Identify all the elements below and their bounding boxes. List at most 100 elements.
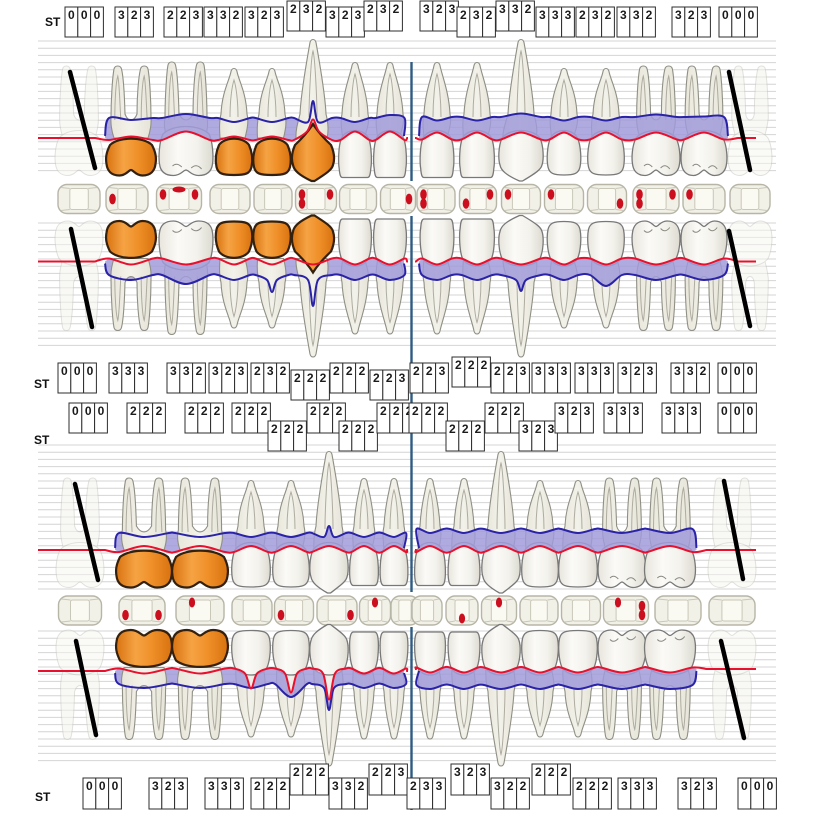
svg-text:2: 2 xyxy=(336,404,343,418)
svg-text:2: 2 xyxy=(284,422,291,436)
svg-text:3: 3 xyxy=(238,364,245,378)
svg-text:0: 0 xyxy=(81,8,88,22)
svg-text:2: 2 xyxy=(589,779,596,793)
svg-text:3: 3 xyxy=(436,779,443,793)
svg-text:3: 3 xyxy=(548,364,555,378)
svg-text:3: 3 xyxy=(687,364,694,378)
svg-text:3: 3 xyxy=(170,364,177,378)
svg-text:0: 0 xyxy=(61,364,68,378)
svg-text:0: 0 xyxy=(747,404,754,418)
svg-text:3: 3 xyxy=(584,404,591,418)
svg-text:3: 3 xyxy=(633,404,640,418)
svg-text:ST: ST xyxy=(45,15,61,29)
svg-text:2: 2 xyxy=(316,2,323,16)
svg-text:2: 2 xyxy=(535,765,542,779)
svg-text:2: 2 xyxy=(507,779,514,793)
svg-text:3: 3 xyxy=(522,422,529,436)
svg-text:0: 0 xyxy=(722,8,729,22)
svg-text:0: 0 xyxy=(72,404,79,418)
svg-text:2: 2 xyxy=(261,8,268,22)
svg-text:0: 0 xyxy=(112,779,119,793)
svg-text:3: 3 xyxy=(604,364,611,378)
svg-text:2: 2 xyxy=(358,779,365,793)
svg-text:3: 3 xyxy=(303,2,310,16)
svg-text:3: 3 xyxy=(454,765,461,779)
svg-text:3: 3 xyxy=(380,2,387,16)
svg-text:2: 2 xyxy=(467,765,474,779)
svg-text:ST: ST xyxy=(34,377,50,391)
svg-text:3: 3 xyxy=(118,8,125,22)
svg-text:2: 2 xyxy=(307,371,314,385)
svg-text:2: 2 xyxy=(359,364,366,378)
svg-text:3: 3 xyxy=(539,8,546,22)
svg-text:3: 3 xyxy=(480,765,487,779)
svg-text:0: 0 xyxy=(747,364,754,378)
svg-text:3: 3 xyxy=(423,779,430,793)
svg-text:2: 2 xyxy=(507,364,514,378)
svg-text:3: 3 xyxy=(558,404,565,418)
svg-text:2: 2 xyxy=(188,404,195,418)
svg-text:2: 2 xyxy=(462,422,469,436)
svg-text:2: 2 xyxy=(372,765,379,779)
svg-text:2: 2 xyxy=(700,364,707,378)
svg-text:3: 3 xyxy=(701,8,708,22)
svg-text:2: 2 xyxy=(520,779,527,793)
svg-text:2: 2 xyxy=(254,364,261,378)
svg-text:2: 2 xyxy=(165,779,172,793)
svg-text:3: 3 xyxy=(473,8,480,22)
svg-text:2: 2 xyxy=(196,364,203,378)
svg-text:3: 3 xyxy=(561,364,568,378)
svg-text:2: 2 xyxy=(143,404,150,418)
svg-text:2: 2 xyxy=(333,364,340,378)
svg-text:3: 3 xyxy=(520,364,527,378)
svg-text:3: 3 xyxy=(621,364,628,378)
svg-text:3: 3 xyxy=(152,779,159,793)
svg-text:0: 0 xyxy=(748,8,755,22)
svg-text:2: 2 xyxy=(373,371,380,385)
svg-text:3: 3 xyxy=(681,779,688,793)
svg-text:2: 2 xyxy=(688,8,695,22)
svg-text:ST: ST xyxy=(34,433,50,447)
svg-text:3: 3 xyxy=(234,779,241,793)
svg-text:2: 2 xyxy=(579,8,586,22)
svg-text:0: 0 xyxy=(721,364,728,378)
svg-text:2: 2 xyxy=(225,364,232,378)
svg-text:3: 3 xyxy=(591,364,598,378)
svg-text:2: 2 xyxy=(514,404,521,418)
svg-text:2: 2 xyxy=(576,779,583,793)
svg-text:2: 2 xyxy=(455,358,462,372)
svg-text:2: 2 xyxy=(694,779,701,793)
svg-text:3: 3 xyxy=(221,779,228,793)
svg-text:2: 2 xyxy=(355,422,362,436)
svg-text:2: 2 xyxy=(436,2,443,16)
svg-text:2: 2 xyxy=(368,422,375,436)
svg-text:3: 3 xyxy=(592,8,599,22)
svg-text:2: 2 xyxy=(180,8,187,22)
svg-text:2: 2 xyxy=(280,779,287,793)
svg-text:2: 2 xyxy=(271,422,278,436)
svg-text:3: 3 xyxy=(552,8,559,22)
svg-text:2: 2 xyxy=(380,404,387,418)
svg-text:3: 3 xyxy=(674,364,681,378)
svg-text:0: 0 xyxy=(735,8,742,22)
svg-text:2: 2 xyxy=(475,422,482,436)
svg-text:3: 3 xyxy=(399,371,406,385)
svg-text:2: 2 xyxy=(488,404,495,418)
svg-text:2: 2 xyxy=(548,765,555,779)
svg-text:3: 3 xyxy=(178,779,185,793)
svg-text:3: 3 xyxy=(691,404,698,418)
svg-text:2: 2 xyxy=(602,779,609,793)
svg-text:3: 3 xyxy=(398,765,405,779)
svg-text:3: 3 xyxy=(207,8,214,22)
svg-text:2: 2 xyxy=(290,2,297,16)
svg-text:3: 3 xyxy=(607,404,614,418)
svg-text:3: 3 xyxy=(675,8,682,22)
svg-text:2: 2 xyxy=(393,404,400,418)
svg-text:0: 0 xyxy=(98,404,105,418)
svg-text:2: 2 xyxy=(342,8,349,22)
svg-text:0: 0 xyxy=(734,404,741,418)
svg-text:2: 2 xyxy=(310,404,317,418)
svg-text:2: 2 xyxy=(261,404,268,418)
svg-text:0: 0 xyxy=(99,779,106,793)
svg-text:2: 2 xyxy=(342,422,349,436)
